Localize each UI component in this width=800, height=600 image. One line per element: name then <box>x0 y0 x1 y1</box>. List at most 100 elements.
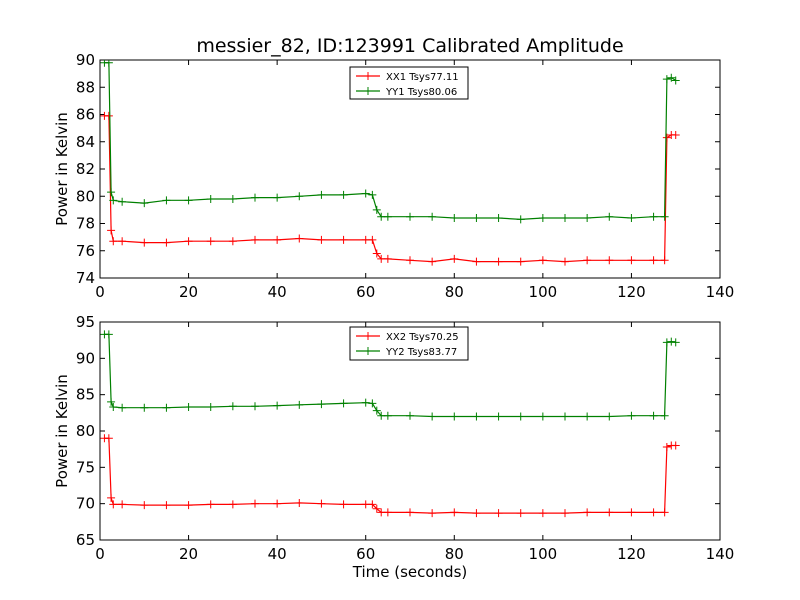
bottom-data-point <box>627 411 636 420</box>
bottom-x-tick-label: 120 <box>617 545 646 563</box>
top-legend-label-1: YY1 Tsys80.06 <box>385 87 457 98</box>
bottom-data-point <box>494 509 503 518</box>
top-data-point <box>406 212 414 221</box>
top-legend-label-0: XX1 Tsys77.11 <box>386 72 459 83</box>
top-data-point <box>583 214 592 223</box>
top-data-point <box>372 249 381 258</box>
top-series-1 <box>100 60 680 224</box>
top-data-point <box>561 257 569 266</box>
bottom-data-point <box>383 411 392 420</box>
top-series-0 <box>100 111 680 266</box>
bottom-data-point <box>406 508 414 517</box>
bottom-data-point <box>368 399 377 408</box>
bottom-data-point <box>339 399 348 408</box>
bottom-series-1 <box>100 330 680 421</box>
bottom-legend-box <box>349 326 469 361</box>
top-data-point <box>368 235 377 244</box>
top-data-point <box>339 190 348 199</box>
top-y-tick-label: 74 <box>76 269 95 287</box>
top-data-point <box>162 238 171 247</box>
top-data-point <box>107 188 116 197</box>
top-data-point <box>516 215 525 224</box>
bottom-y-tick-label: 95 <box>76 313 95 331</box>
bottom-data-point <box>605 412 614 421</box>
top-data-point <box>251 193 259 202</box>
bottom-data-point <box>206 500 215 509</box>
bottom-data-point <box>206 403 215 412</box>
bottom-data-point <box>184 501 193 510</box>
top-data-point <box>368 190 377 199</box>
top-legend-box <box>349 66 469 100</box>
bottom-legend-marker-0 <box>364 332 372 340</box>
top-x-tick-label: 100 <box>529 283 558 301</box>
top-x-tick-label: 40 <box>268 283 287 301</box>
bottom-data-point <box>428 412 437 421</box>
top-data-point <box>361 189 370 198</box>
top-data-point <box>383 212 392 221</box>
top-x-tick-label: 20 <box>179 283 198 301</box>
bottom-data-point <box>162 403 171 412</box>
top-data-point <box>118 237 127 246</box>
bottom-data-point <box>428 509 437 518</box>
top-data-point <box>406 256 414 265</box>
bottom-data-point <box>472 412 481 421</box>
top-data-point <box>104 60 113 67</box>
bottom-data-point <box>109 403 118 412</box>
top-data-point <box>107 226 116 235</box>
top-data-point <box>662 133 671 142</box>
top-y-tick-label: 86 <box>76 106 95 124</box>
bottom-data-point <box>295 498 304 507</box>
top-data-point <box>428 212 437 221</box>
bottom-data-point <box>273 499 282 508</box>
bottom-data-point <box>662 338 671 347</box>
top-data-point <box>273 193 282 202</box>
top-x-tick-label: 120 <box>617 283 646 301</box>
bottom-y-tick-label: 65 <box>76 531 95 549</box>
top-data-point <box>583 256 592 265</box>
bottom-x-tick-label: 80 <box>445 545 464 563</box>
bottom-data-point <box>383 508 392 517</box>
top-chart-title: messier_82, ID:123991 Calibrated Amplitu… <box>196 35 623 57</box>
bottom-data-point <box>251 499 259 508</box>
top-y-tick-label: 84 <box>76 133 95 151</box>
top-data-point <box>295 192 304 201</box>
bottom-data-point <box>516 412 525 421</box>
top-data-point <box>228 237 237 246</box>
top-x-tick-label: 140 <box>706 283 735 301</box>
top-legend-marker-1 <box>364 87 372 95</box>
top-data-point <box>140 238 149 247</box>
bottom-legend-label-1: YY2 Tsys83.77 <box>385 347 457 358</box>
bottom-data-point <box>516 509 525 518</box>
bottom-data-point <box>671 441 680 450</box>
bottom-y-tick-label: 80 <box>76 422 95 440</box>
top-data-point <box>109 237 118 246</box>
top-x-tick-label: 80 <box>445 283 464 301</box>
top-data-point <box>662 75 671 84</box>
bottom-legend-marker-1 <box>364 347 372 355</box>
bottom-data-point <box>107 493 116 502</box>
top-x-tick-label: 0 <box>95 283 105 301</box>
top-data-point <box>667 73 676 82</box>
top-data-point <box>184 237 193 246</box>
top-data-point <box>516 257 525 266</box>
top-y-tick-label: 78 <box>76 215 95 233</box>
top-data-point <box>450 214 459 223</box>
top-data-point <box>472 257 481 266</box>
bottom-data-point <box>317 499 326 508</box>
bottom-data-point <box>538 412 547 421</box>
top-data-point <box>649 212 658 221</box>
top-x-tick-label: 60 <box>356 283 375 301</box>
bottom-y-tick-label: 75 <box>76 458 95 476</box>
top-y-tick-label: 90 <box>76 51 95 69</box>
bottom-data-point <box>140 501 149 510</box>
top-data-point <box>494 214 503 223</box>
bottom-data-point <box>649 508 658 517</box>
top-data-point <box>251 235 259 244</box>
top-data-point <box>228 194 237 203</box>
top-data-point <box>383 254 392 263</box>
top-data-point <box>605 256 614 265</box>
top-data-point <box>273 235 282 244</box>
top-data-point <box>206 237 215 246</box>
bottom-y-tick-label: 90 <box>76 349 95 367</box>
